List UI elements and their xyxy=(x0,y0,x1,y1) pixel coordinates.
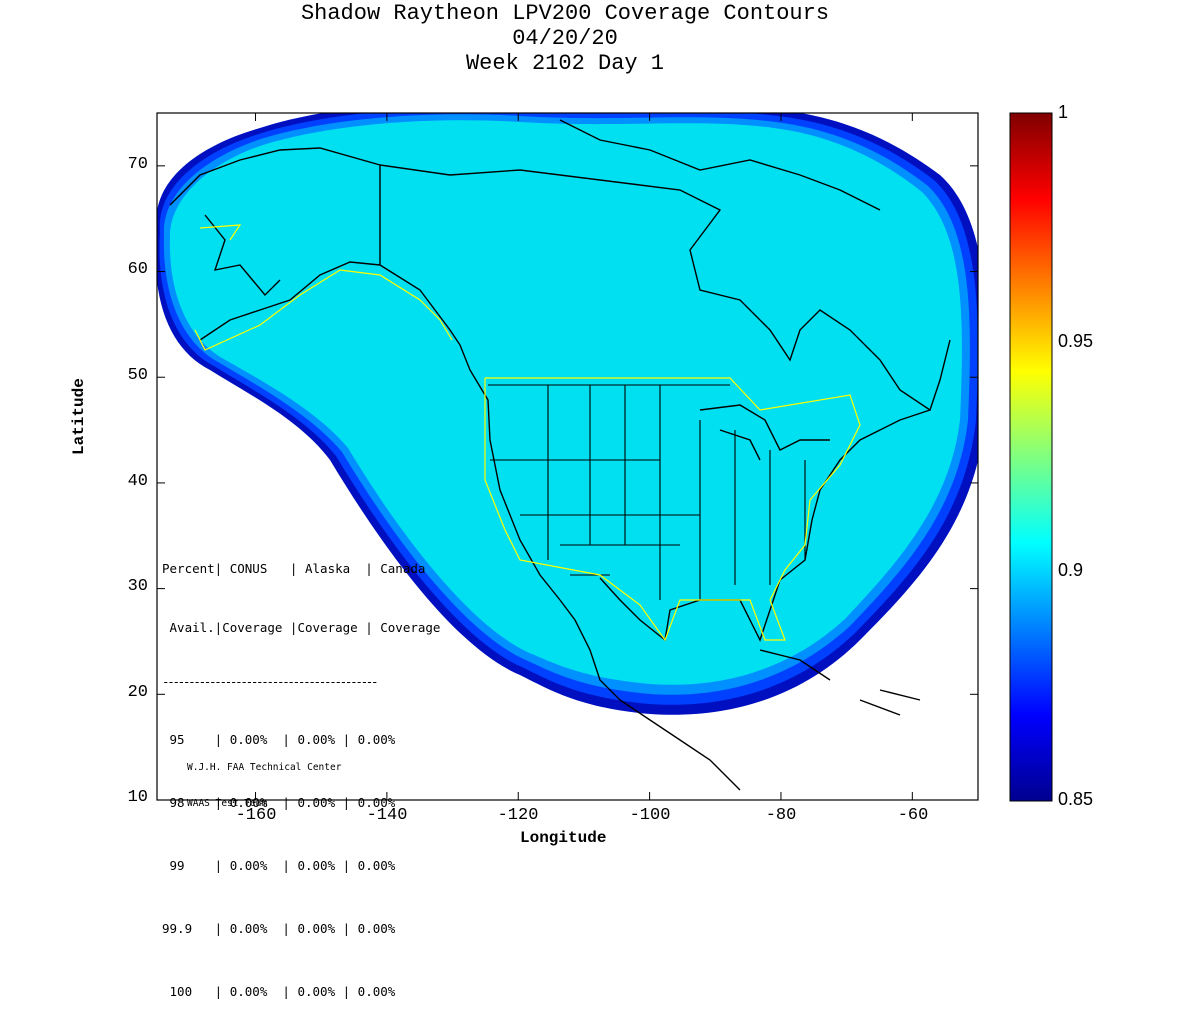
table-row: 98 | 0.00% | 0.00% | 0.00% xyxy=(162,795,396,810)
map-plot xyxy=(156,112,1053,802)
colorbar xyxy=(1009,112,1053,802)
table-row: 100 | 0.00% | 0.00% | 0.00% xyxy=(162,984,396,999)
colorbar-tick-label: 1 xyxy=(1058,102,1069,122)
west-coast xyxy=(459,344,741,791)
table-row: 99.9 | 0.00% | 0.00% | 0.00% xyxy=(162,921,396,936)
x-axis-title: Longitude xyxy=(520,829,607,847)
credit-line: W.J.H. FAA Technical Center xyxy=(187,762,342,773)
coverage-contours xyxy=(157,113,978,791)
table-row: 95 | 0.00% | 0.00% | 0.00% xyxy=(162,732,396,747)
great-lakes xyxy=(699,404,830,461)
colorbar-tick-label: 0.9 xyxy=(1058,560,1084,580)
plot-frame xyxy=(156,112,979,801)
caribbean xyxy=(759,649,921,716)
chart-date: 04/20/20 xyxy=(512,26,618,51)
x-tick-label: -120 xyxy=(497,806,539,825)
x-tick-label: -160 xyxy=(235,806,277,825)
y-tick-label: 60 xyxy=(127,260,148,279)
colorbar-tick-label: 0.95 xyxy=(1058,331,1094,351)
table-header: Percent| CONUS | Alaska | Canada xyxy=(162,561,426,576)
chart-title: Shadow Raytheon LPV200 Coverage Contours xyxy=(300,1,830,26)
y-tick-label: 20 xyxy=(127,683,148,702)
canada-coast xyxy=(379,119,951,412)
east-coast xyxy=(599,409,931,642)
y-tick-label: 40 xyxy=(127,472,148,491)
alaska-coast xyxy=(169,147,461,346)
y-axis-title: Latitude xyxy=(70,378,88,455)
x-tick-label: -100 xyxy=(629,806,671,825)
y-tick-label: 70 xyxy=(127,155,148,174)
colorbar-tick-label: 0.85 xyxy=(1058,789,1094,809)
x-tick-label: -80 xyxy=(765,806,797,825)
coastline-layer xyxy=(169,119,951,791)
y-tick-label: 50 xyxy=(127,366,148,385)
x-tick-label: -140 xyxy=(366,806,408,825)
coverage-core xyxy=(169,120,962,685)
chart-week-day: Week 2102 Day 1 xyxy=(465,51,665,76)
table-rule: ----------------------------------------… xyxy=(162,674,379,689)
credit-block: W.J.H. FAA Technical Center WAAS Test Te… xyxy=(187,738,341,822)
y-tick-label: 10 xyxy=(127,788,148,807)
credit-line: WAAS Test Team xyxy=(187,798,268,809)
x-tick-label: -60 xyxy=(897,806,929,825)
table-subheader: Avail.|Coverage |Coverage | Coverage xyxy=(162,620,441,635)
y-tick-label: 30 xyxy=(127,577,148,596)
service-boundary xyxy=(194,224,861,642)
us-state-borders xyxy=(488,384,806,600)
table-row: 99 | 0.00% | 0.00% | 0.00% xyxy=(162,858,396,873)
